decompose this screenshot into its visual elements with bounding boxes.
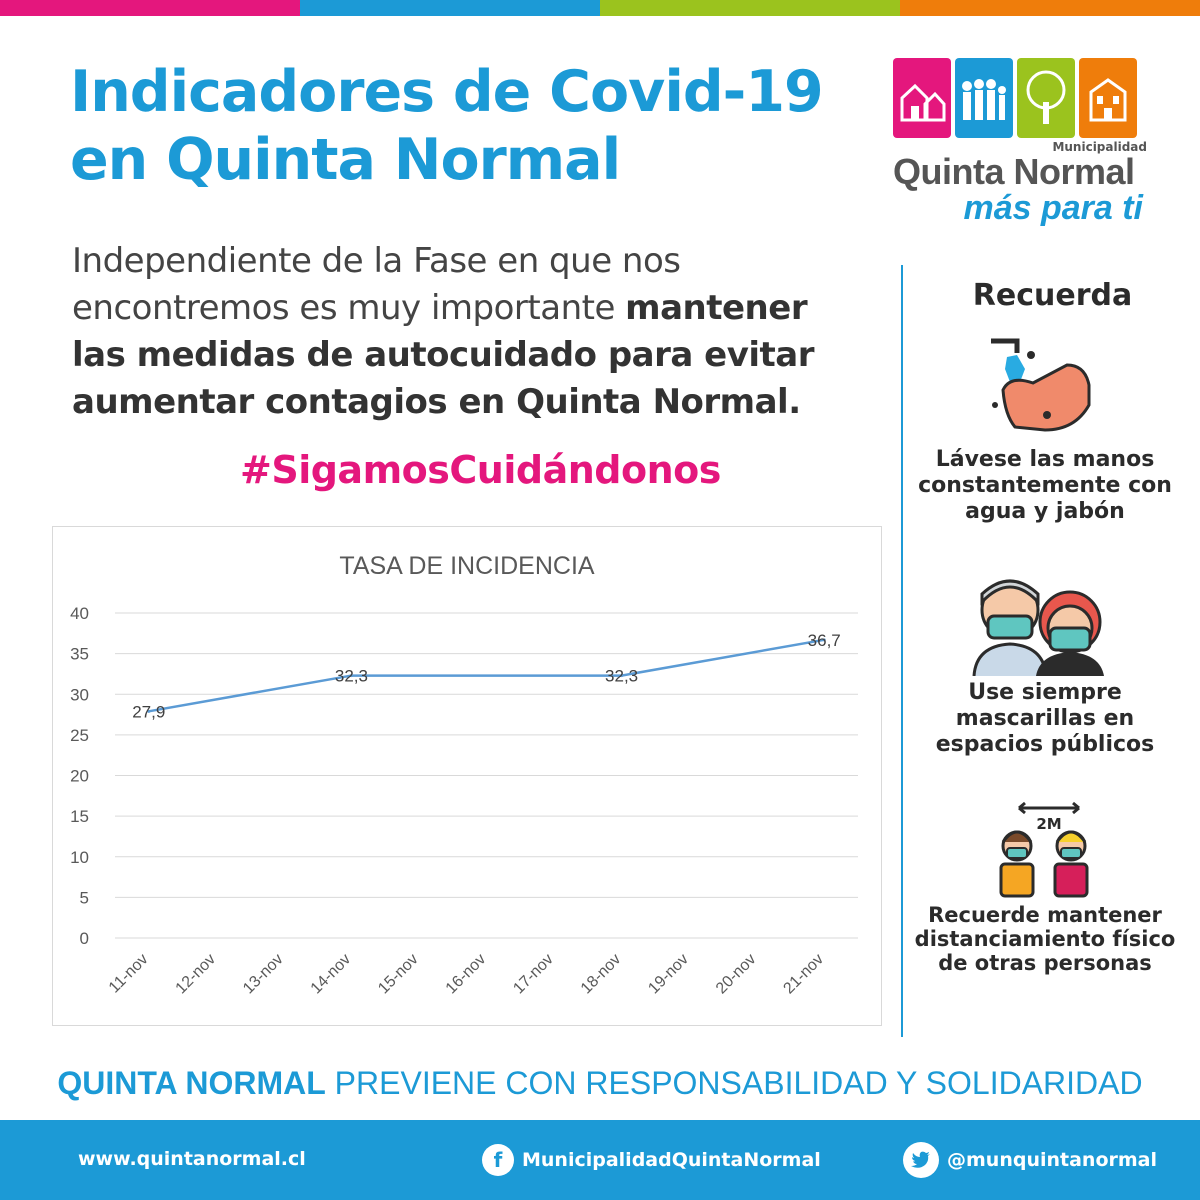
x-tick-label: 12-nov xyxy=(173,951,220,998)
top-bar-orange xyxy=(900,0,1200,16)
chart-x-ticks: 11-nov 12-nov 13-nov 14-nov 15-nov 16-nov 17-n… xyxy=(106,951,827,998)
municipality-logo: Municipalidad Quinta Normal más para ti xyxy=(893,58,1155,238)
incidence-chart: TASA DE INCIDENCIA 0 5 10 15 20 25 30 35 40 11-n… xyxy=(52,526,882,1026)
twitter-icon xyxy=(903,1142,939,1178)
x-tick-label: 14-nov xyxy=(308,951,355,998)
top-bar-blue xyxy=(300,0,600,16)
slogan-rest: PREVIENE CON RESPONSABILIDAD Y SOLIDARID… xyxy=(325,1065,1143,1101)
y-tick-label: 10 xyxy=(70,848,89,867)
x-tick-label: 18-nov xyxy=(578,951,625,998)
x-tick-label: 13-nov xyxy=(240,951,287,998)
distance-badge xyxy=(1033,814,1065,832)
x-tick-label: 17-nov xyxy=(510,951,557,998)
top-bar-pink xyxy=(0,0,300,16)
chart-y-ticks: 0 5 10 15 20 25 30 35 40 xyxy=(70,604,89,948)
x-tick-label: 15-nov xyxy=(375,951,422,998)
tip-hand-washing-text: Lávese las manos constantemente con agua… xyxy=(918,447,1172,524)
family-tile-icon xyxy=(955,58,1013,138)
face-mask-icon xyxy=(970,572,1115,680)
y-tick-label: 0 xyxy=(80,929,89,948)
chart-grid xyxy=(115,612,858,939)
logo-tiles xyxy=(893,58,1155,138)
footer: www.quintanormal.cl f MunicipalidadQuint… xyxy=(0,1120,1200,1200)
slogan-bold: QUINTA NORMAL xyxy=(57,1065,326,1101)
y-tick-label: 30 xyxy=(70,685,89,704)
tree-tile-icon xyxy=(1017,58,1075,138)
sidebar-title: Recuerda xyxy=(972,278,1133,313)
x-tick-label: 21-nov xyxy=(780,951,827,998)
building-tile-icon xyxy=(1079,58,1137,138)
houses-tile-icon xyxy=(893,58,951,138)
hand-washing-icon xyxy=(985,335,1095,444)
y-tick-label: 5 xyxy=(80,888,89,907)
slogan: QUINTA NORMAL PREVIENE CON RESPONSABILID… xyxy=(0,1065,1200,1102)
twitter-text: @munquintanormal xyxy=(947,1149,1158,1171)
logo-name: Quinta Normal xyxy=(893,151,1135,192)
x-tick-label: 19-nov xyxy=(645,951,692,998)
y-tick-label: 20 xyxy=(70,767,89,786)
data-label: 27,9 xyxy=(132,702,165,721)
x-tick-label: 20-nov xyxy=(713,951,760,998)
logo-tagline: más para ti xyxy=(963,189,1143,227)
y-tick-label: 25 xyxy=(70,726,89,745)
y-tick-label: 15 xyxy=(70,807,89,826)
website-text: www.quintanormal.cl xyxy=(78,1148,306,1170)
data-point xyxy=(147,709,151,713)
social-distance-icon: 2M xyxy=(995,800,1105,904)
x-tick-label: 16-nov xyxy=(443,951,490,998)
chart-series xyxy=(147,638,826,713)
tip-distance-text: Recuerde mantener distanciamiento físico… xyxy=(914,903,1176,975)
facebook-text: MunicipalidadQuintaNormal xyxy=(522,1149,821,1171)
data-label: 32,3 xyxy=(335,667,368,686)
page-title: Indicadores de Covid-19 en Quinta Normal xyxy=(70,58,870,194)
distance-badge-label: 2M xyxy=(1036,815,1061,833)
hashtag: #SigamosCuidándonos xyxy=(240,448,721,492)
chart-svg: TASA DE INCIDENCIA 0 5 10 15 20 25 30 35 40 11-n… xyxy=(70,552,858,998)
facebook-link[interactable]: f MunicipalidadQuintaNormal xyxy=(482,1144,821,1176)
data-point xyxy=(822,638,826,642)
y-tick-label: 40 xyxy=(70,604,89,623)
twitter-link[interactable]: @munquintanormal xyxy=(903,1142,1157,1178)
chart-title: TASA DE INCIDENCIA xyxy=(339,552,594,580)
intro-paragraph: Independiente de la Fase en que nos enco… xyxy=(72,238,862,426)
data-label: 36,7 xyxy=(808,631,841,650)
top-bar-green xyxy=(600,0,900,16)
intro-bold-text: mantener las medidas de autocuidado para… xyxy=(72,288,815,422)
data-label: 32,3 xyxy=(605,667,638,686)
data-point xyxy=(349,674,353,678)
sidebar-divider xyxy=(901,265,903,1037)
website-link[interactable]: www.quintanormal.cl xyxy=(78,1148,306,1170)
data-point xyxy=(620,674,624,678)
chart-data-labels: 27,9 32,3 32,3 36,7 xyxy=(132,631,841,722)
series-line xyxy=(148,638,825,713)
intro-plain-text: Independiente de la Fase en que nos enco… xyxy=(72,241,681,328)
facebook-icon: f xyxy=(482,1144,514,1176)
title-line-1: Indicadores de Covid-19 xyxy=(70,59,824,125)
logo-municipalidad: Municipalidad xyxy=(1052,140,1147,154)
x-tick-label: 11-nov xyxy=(106,951,152,997)
top-color-bar xyxy=(0,0,1200,16)
tip-mask-text: Use siempre mascarillas en espacios públ… xyxy=(935,680,1155,757)
y-tick-label: 35 xyxy=(70,645,89,664)
title-line-2: en Quinta Normal xyxy=(70,127,621,193)
